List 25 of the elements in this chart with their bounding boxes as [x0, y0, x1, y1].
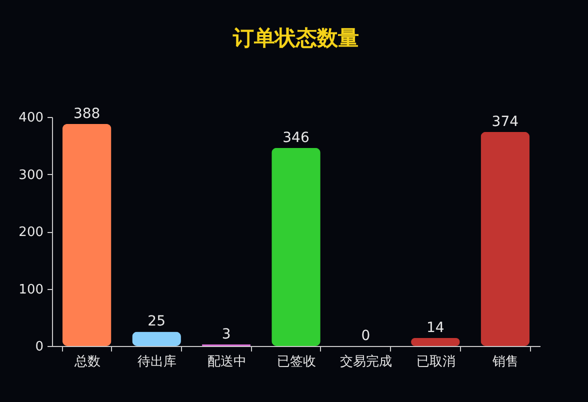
x-tick-label: 交易完成	[340, 354, 392, 370]
data-label: 0	[361, 328, 370, 344]
y-tick-label: 400	[18, 110, 44, 126]
data-label: 25	[148, 314, 166, 330]
bar	[272, 148, 320, 346]
data-label: 374	[492, 114, 519, 130]
y-tick-label: 200	[18, 225, 44, 240]
data-label: 346	[282, 130, 310, 146]
bar	[411, 338, 460, 346]
y-tick-label: 300	[18, 168, 44, 183]
x-tick-label: 待出库	[138, 354, 177, 370]
data-label: 14	[426, 320, 444, 336]
y-tick-label: 0	[35, 340, 44, 354]
chart-title: 订单状态数量	[232, 26, 359, 50]
bar	[480, 132, 530, 346]
x-tick-label: 销售	[492, 354, 519, 370]
data-label: 388	[73, 106, 100, 122]
y-tick-label: 100	[18, 282, 44, 298]
x-tick-label: 已签收	[277, 354, 316, 370]
data-label: 3	[222, 326, 231, 342]
bar	[132, 332, 181, 346]
x-tick-label: 已取消	[416, 354, 456, 370]
x-tick-label: 配送中	[207, 354, 246, 370]
x-tick-label: 总数	[73, 354, 100, 370]
bar	[62, 124, 112, 346]
